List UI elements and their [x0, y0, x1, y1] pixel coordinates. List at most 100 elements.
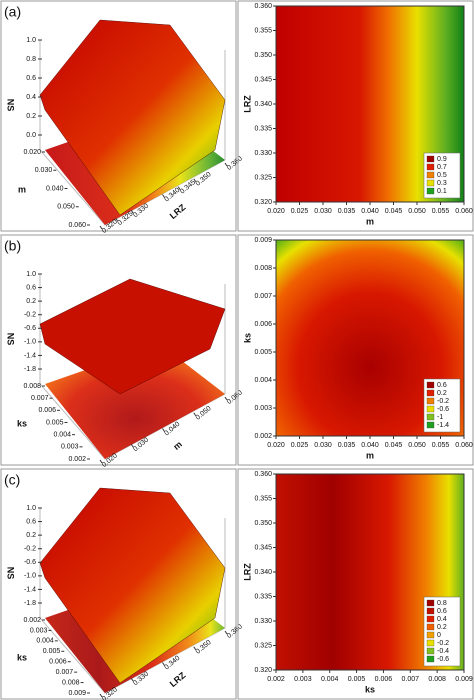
- y-tick-label: 0.345: [254, 544, 272, 551]
- x-tick-label: 0.060: [68, 222, 86, 229]
- x-tick-label: 0.007: [402, 676, 420, 683]
- legend-label: -0.6: [437, 406, 449, 413]
- x-tick-label: 0.020: [267, 208, 285, 215]
- y-tick: [115, 217, 119, 222]
- y-tick-label: 0.355: [254, 27, 272, 34]
- x-tick-label: 0.003: [294, 676, 312, 683]
- y-tick-label: 0.008: [254, 265, 272, 272]
- x-tick-label: 0.030: [314, 442, 332, 449]
- legend-swatch: [426, 647, 435, 655]
- y-axis-title: LRZ: [242, 563, 252, 581]
- x-axis-title: ks: [17, 652, 27, 662]
- y-tick: [162, 428, 165, 432]
- y-tick: [193, 646, 197, 651]
- legend-label: -0.6: [437, 656, 449, 663]
- x-tick-label: 0.050: [408, 208, 426, 215]
- y-tick: [193, 412, 197, 417]
- x-axis-title: ks: [17, 418, 27, 428]
- y-tick-label: 0.360: [254, 471, 272, 478]
- y-tick: [224, 162, 228, 167]
- legend-label: -1.4: [437, 422, 449, 429]
- z-tick-label: 1.0: [26, 37, 36, 44]
- y-tick-label: 0.360: [254, 3, 272, 10]
- y-tick: [130, 677, 134, 682]
- legend-swatch: [426, 397, 435, 405]
- legend-swatch: [426, 171, 435, 179]
- y-tick-label: 0.320: [254, 667, 272, 674]
- x-tick-label: 0.002: [68, 456, 86, 463]
- x-tick-label: 0.035: [338, 208, 356, 215]
- panel-frame: [0, 0, 237, 232]
- y-tick-label: 0.004: [254, 377, 272, 384]
- surface: [39, 278, 226, 395]
- x-tick-label: 0.008: [23, 383, 41, 390]
- y-tick-label: 0.345: [254, 76, 272, 83]
- x-tick-label: 0.009: [68, 690, 86, 697]
- legend-swatch: [426, 599, 435, 607]
- panel-frame: [237, 468, 474, 700]
- y-tick-label: 0.335: [254, 593, 272, 600]
- legend-label: 0.2: [437, 390, 447, 397]
- z-tick-label: 0.2: [26, 298, 36, 305]
- x-tick-label: 0.008: [428, 676, 446, 683]
- x-tick-label: 0.005: [348, 676, 366, 683]
- z-tick-label: 0.2: [26, 113, 36, 120]
- x-tick-label: 0.004: [36, 638, 54, 645]
- x-tick-label: 0.060: [455, 442, 473, 449]
- x-tick-label: 0.002: [267, 676, 285, 683]
- z-tick-label: -1.0: [24, 573, 36, 580]
- legend-swatch: [426, 381, 435, 389]
- x-tick-label: 0.050: [57, 204, 75, 211]
- legend-label: 0.6: [437, 382, 447, 389]
- legend-swatch: [426, 607, 435, 615]
- x-tick-label: 0.030: [314, 208, 332, 215]
- x-tick-label: 0.004: [321, 676, 339, 683]
- z-tick-label: -1.0: [24, 339, 36, 346]
- z-tick-label: -0.2: [24, 546, 36, 553]
- legend-swatch: [426, 615, 435, 623]
- z-tick-label: -0.6: [24, 559, 36, 566]
- x-tick-label: 0.003: [30, 627, 48, 634]
- y-tick: [177, 186, 181, 190]
- x-tick-label: 0.045: [385, 442, 403, 449]
- z-axis-title: NS: [6, 333, 16, 346]
- x-tick-label: 0.020: [23, 149, 41, 156]
- legend-label: -0.2: [437, 398, 449, 405]
- x-tick-label: 0.030: [35, 167, 53, 174]
- x-tick-label: 0.040: [361, 442, 379, 449]
- x-tick-label: 0.020: [267, 442, 285, 449]
- z-tick-label: 0.4: [26, 94, 36, 101]
- z-tick-label: 0.6: [26, 518, 36, 525]
- x-tick-label: 0.009: [455, 676, 473, 683]
- y-tick: [99, 459, 103, 464]
- y-tick: [162, 662, 165, 666]
- x-tick-label: 0.004: [53, 432, 71, 439]
- y-tick-label: 0.006: [254, 321, 272, 328]
- y-tick-label: 0.340: [254, 569, 272, 576]
- y-tick: [193, 178, 197, 183]
- legend-label: 0.8: [437, 600, 447, 607]
- legend-swatch: [426, 631, 435, 639]
- y-axis-title: LRZ: [168, 202, 188, 221]
- legend-label: 0.3: [437, 180, 447, 187]
- z-tick-label: -0.6: [24, 325, 36, 332]
- x-tick-label: 0.006: [38, 407, 56, 414]
- y-tick-label: 0.003: [254, 405, 272, 412]
- y-tick-label: 0.330: [254, 150, 272, 157]
- legend-label: -0.2: [437, 640, 449, 647]
- x-axis-title: m: [366, 216, 374, 226]
- legend-label: 0.2: [437, 624, 447, 631]
- x-tick-label: 0.040: [361, 208, 379, 215]
- x-axis-title: m: [366, 450, 374, 460]
- legend-label: 0.7: [437, 164, 447, 171]
- z-tick-label: -1.4: [24, 352, 36, 359]
- y-tick-label: 0.330: [254, 618, 272, 625]
- legend-label: 0.9: [437, 156, 447, 163]
- x-tick-label: 0.060: [455, 208, 473, 215]
- legend-label: 0.4: [437, 616, 447, 623]
- y-tick-label: 0.340: [254, 101, 272, 108]
- panel-frame: [237, 0, 474, 232]
- x-tick-label: 0.002: [23, 617, 41, 624]
- legend-swatch: [426, 179, 435, 187]
- x-tick-label: 0.006: [375, 676, 393, 683]
